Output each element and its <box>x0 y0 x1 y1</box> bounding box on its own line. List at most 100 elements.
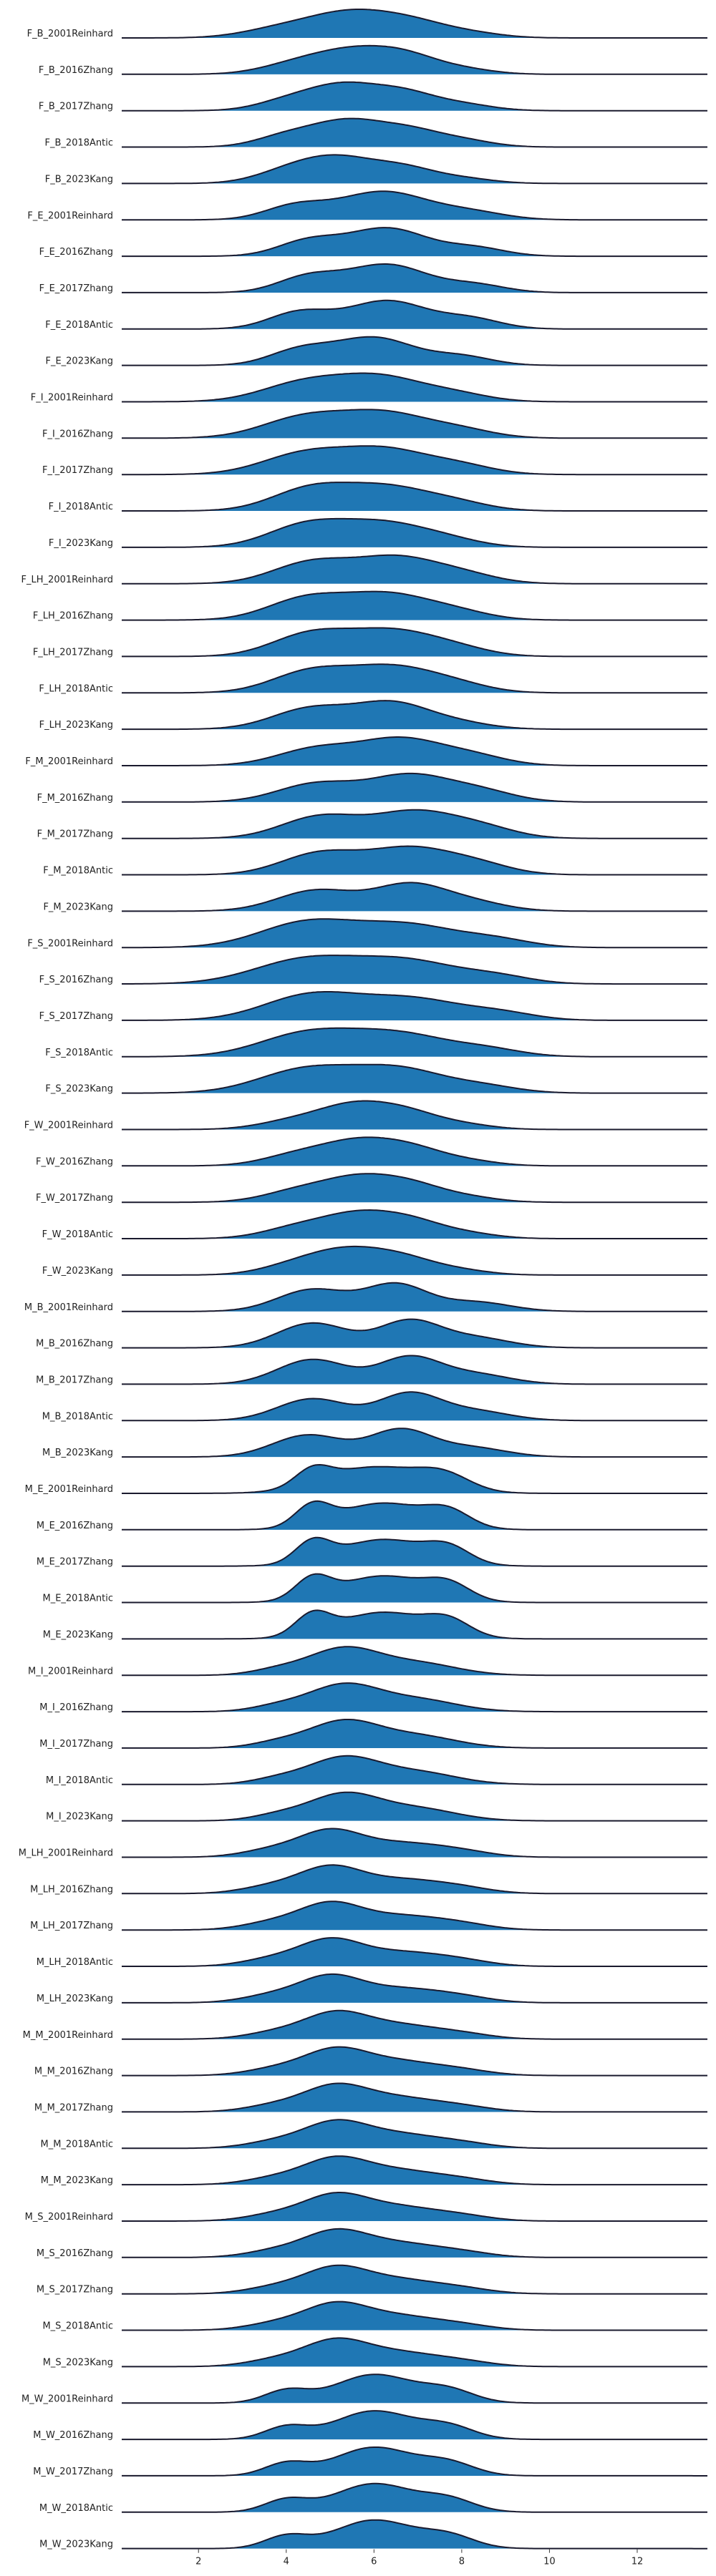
row-label: M_M_2016Zhang <box>34 2067 113 2077</box>
ridge-row: M_E_2001Reinhard <box>25 1463 707 1495</box>
ridge-row: F_E_2016Zhang <box>39 227 707 258</box>
density-outline <box>122 1937 707 1967</box>
row-label: F_I_2016Zhang <box>42 429 113 439</box>
ridge-row: F_B_2018Antic <box>45 117 707 149</box>
density-outline <box>122 81 707 112</box>
row-label: M_W_2001Reinhard <box>21 2394 113 2404</box>
density-area <box>122 2411 707 2440</box>
density-outline <box>122 1463 707 1494</box>
density-outline <box>122 1027 707 1058</box>
density-outline <box>122 991 707 1021</box>
density-outline <box>122 227 707 258</box>
density-area <box>122 1028 707 1057</box>
row-label: F_M_2016Zhang <box>37 793 113 804</box>
density-outline <box>122 263 707 293</box>
row-label: F_S_2001Reinhard <box>27 938 113 949</box>
density-area <box>122 1574 707 1603</box>
row-label: M_M_2001Reinhard <box>23 2030 113 2041</box>
row-label: F_LH_2018Antic <box>39 683 113 694</box>
row-label: M_S_2018Antic <box>42 2321 113 2332</box>
density-outline <box>122 2337 707 2368</box>
row-label: F_E_2023Kang <box>45 356 113 367</box>
density-area <box>122 664 707 693</box>
ridge-row: M_B_2023Kang <box>42 1428 707 1458</box>
density-outline <box>122 1428 707 1458</box>
ridge-row: F_I_2018Antic <box>49 482 707 512</box>
density-outline <box>122 1973 707 2004</box>
density-outline <box>122 517 707 548</box>
row-label: F_E_2016Zhang <box>39 247 113 258</box>
ridge-row: M_I_2016Zhang <box>39 1682 707 1713</box>
row-label: M_W_2023Kang <box>39 2540 113 2550</box>
density-area <box>122 1428 707 1458</box>
density-outline <box>122 1719 707 1749</box>
row-label: F_S_2017Zhang <box>39 1011 113 1022</box>
row-label: M_LH_2016Zhang <box>30 1884 113 1895</box>
ridge-row: F_M_2016Zhang <box>37 772 707 804</box>
density-outline <box>122 1063 707 1094</box>
x-tick-label: 12 <box>632 2557 644 2567</box>
ridge-row: M_M_2001Reinhard <box>23 2009 707 2041</box>
density-outline <box>122 1536 707 1567</box>
row-label: F_W_2001Reinhard <box>24 1121 113 1131</box>
row-label: F_M_2001Reinhard <box>25 756 113 767</box>
ridge-row: M_W_2018Antic <box>39 2482 707 2514</box>
row-label: M_E_2016Zhang <box>37 1521 113 1531</box>
row-label: F_W_2016Zhang <box>36 1156 113 1167</box>
row-label: M_W_2017Zhang <box>33 2467 113 2477</box>
density-area <box>122 482 707 512</box>
density-area <box>122 919 707 948</box>
ridge-row: M_S_2023Kang <box>43 2337 707 2368</box>
density-area <box>122 1319 707 1348</box>
density-outline <box>122 1209 707 1239</box>
x-tick-label: 2 <box>195 2557 201 2567</box>
ridge-row: F_E_2018Antic <box>45 299 707 331</box>
row-label: M_S_2017Zhang <box>37 2285 113 2296</box>
x-tick-label: 4 <box>284 2557 289 2567</box>
ridge-row: F_W_2023Kang <box>42 1245 707 1277</box>
ridge-row: F_S_2001Reinhard <box>27 918 707 949</box>
row-label: M_W_2016Zhang <box>33 2430 113 2441</box>
ridge-row: M_E_2017Zhang <box>37 1536 707 1568</box>
ridge-row: F_W_2018Antic <box>42 1209 707 1240</box>
row-label: F_S_2016Zhang <box>39 975 113 985</box>
row-label: M_S_2016Zhang <box>37 2248 113 2259</box>
density-outline <box>122 2301 707 2331</box>
density-outline <box>122 2264 707 2295</box>
density-area <box>122 1282 707 1312</box>
density-area <box>122 1392 707 1421</box>
row-label: F_W_2023Kang <box>42 1266 113 1277</box>
ridge-row: F_B_2001Reinhard <box>27 9 707 39</box>
x-axis: 2 4 6 8 10 12 <box>195 2549 644 2567</box>
ridge-row: F_M_2023Kang <box>43 882 707 912</box>
ridge-row: M_S_2001Reinhard <box>25 2192 707 2223</box>
density-area <box>122 1246 707 1275</box>
ridge-row: M_I_2023Kang <box>46 1791 707 1823</box>
ridge-row: F_E_2017Zhang <box>39 263 707 294</box>
ridge-row: F_W_2001Reinhard <box>24 1100 707 1131</box>
ridge-row: M_M_2017Zhang <box>34 2082 707 2113</box>
density-outline <box>122 663 707 694</box>
density-outline <box>122 190 707 221</box>
density-area <box>122 809 707 839</box>
density-area <box>122 118 707 147</box>
density-area <box>122 373 707 402</box>
ridge-row: F_I_2001Reinhard <box>31 372 707 404</box>
row-label: F_W_2017Zhang <box>36 1193 113 1204</box>
density-outline <box>122 627 707 658</box>
row-label: F_E_2017Zhang <box>39 283 113 294</box>
ridge-row: M_E_2016Zhang <box>37 1500 707 1531</box>
density-outline <box>122 845 707 876</box>
density-outline <box>122 736 707 766</box>
row-label: F_I_2018Antic <box>49 502 113 512</box>
row-label: M_I_2023Kang <box>46 1812 113 1823</box>
ridge-row: M_B_2017Zhang <box>36 1355 707 1385</box>
density-area <box>122 628 707 657</box>
ridge-row: M_S_2017Zhang <box>37 2264 707 2296</box>
density-area <box>122 1064 707 1093</box>
row-label: M_LH_2023Kang <box>37 1994 113 2004</box>
ridge-row: M_I_2017Zhang <box>39 1719 707 1750</box>
density-outline <box>122 445 707 476</box>
row-label: M_B_2017Zhang <box>36 1375 113 1385</box>
density-outline <box>122 1136 707 1167</box>
